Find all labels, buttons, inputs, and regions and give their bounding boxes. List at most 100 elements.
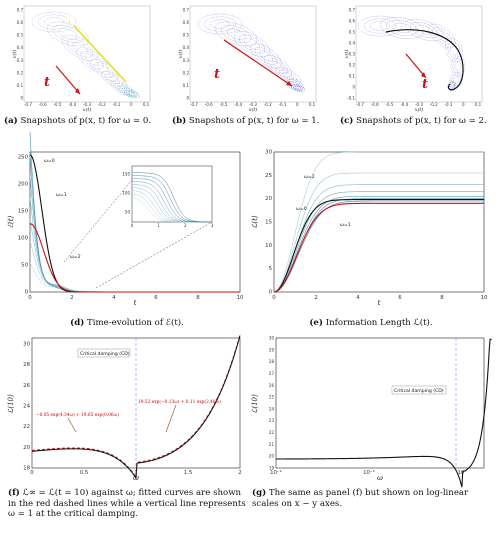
- a-contours-ring: [108, 75, 120, 85]
- panel-b-xlabel: x(t): [249, 106, 258, 113]
- panel-a-snapshots-omega-0: t -0.7 -0.6 -0.5 -0.4 -0.3 -0.2 -0.1 0 0.1 0 0.1 0…: [11, 4, 152, 113]
- a-yt-6: 0.6: [17, 20, 24, 25]
- panel-f-yticks: 18 20 22 24 26 28 30: [23, 342, 30, 472]
- caption-g: (g) The same as panel (f) but shown on l…: [252, 488, 490, 509]
- panel-d-inset-curve: [132, 172, 213, 223]
- g-yt-4: 23: [269, 418, 275, 423]
- d-xt-1: 2: [70, 295, 73, 301]
- c-xt-6: -0.1: [445, 102, 453, 107]
- panel-e-information-length: ω=2 ω=0 ω=1 0 2 4 6 8 10 0 5 10 15 20 25 30 t ℒ(t): [251, 146, 490, 308]
- e-yt-2: 10: [265, 243, 272, 249]
- g-yt-6: 25: [269, 395, 275, 400]
- a-contours-ring: [85, 54, 99, 66]
- caption-c-tag: (c): [340, 116, 354, 126]
- a-contours-ring: [90, 59, 118, 81]
- b-xt-5: -0.2: [264, 102, 272, 107]
- a-contours-ring: [124, 90, 140, 98]
- a-contours-ring: [31, 11, 77, 33]
- e-yt-0: 0: [269, 290, 273, 296]
- caption-e: (e) Information Length ℒ(t).: [252, 318, 490, 329]
- a-xt-6: -0.1: [113, 102, 121, 107]
- d-inset-xt-1: 1: [157, 223, 160, 228]
- panel-f-pointer-right: [165, 404, 177, 433]
- a-contours-ring: [76, 47, 108, 73]
- a-contours-ring: [104, 73, 124, 87]
- a-contours-ring: [58, 28, 78, 40]
- caption-e-text: Information Length ℒ(t).: [325, 318, 433, 328]
- panel-d-label-omega1: ω=1: [56, 192, 67, 198]
- panel-e-curve: [273, 151, 484, 293]
- b-contours-ring: [197, 13, 243, 35]
- panel-a-xlabel: x(t): [83, 106, 92, 113]
- panel-a-contours: [31, 11, 140, 98]
- b-yt-7: 0.7: [183, 8, 190, 13]
- panel-e-curves: [273, 151, 484, 293]
- g-yt-5: 24: [269, 406, 275, 411]
- panel-d-curves: [29, 131, 240, 293]
- panel-d-zoom-line-2: [95, 221, 213, 289]
- panel-c-arrow-head: [421, 72, 426, 78]
- b-xt-1: -0.6: [205, 102, 213, 107]
- b-contours-ring: [278, 69, 298, 83]
- panel-c-contours: [357, 15, 466, 92]
- a-contours-ring: [118, 86, 138, 98]
- panel-f-L10-vs-omega: Critical damping (CD) 19.52 exp(−0.13ω) …: [7, 334, 246, 484]
- b-xt-8: 0.1: [309, 102, 316, 107]
- panel-c-xticks: -0.7 -0.6 -0.5 -0.4 -0.3 -0.2 -0.1 0 0.1: [356, 102, 482, 107]
- d-inset-yt-2: 150: [122, 172, 130, 177]
- e-yt-3: 15: [265, 220, 272, 226]
- panel-e-label-omega1: ω=1: [340, 222, 351, 228]
- b-yt-4: 0.4: [183, 45, 190, 50]
- b-xt-4: -0.3: [249, 102, 257, 107]
- g-yt-2: 21: [269, 442, 275, 447]
- caption-g-tag: (g): [252, 488, 267, 498]
- caption-d: (d) Time-evolution of ℰ(t).: [8, 318, 246, 329]
- b-contours-ring: [264, 55, 292, 77]
- b-yt-6: 0.6: [183, 20, 190, 25]
- c-xt-0: -0.7: [356, 102, 364, 107]
- f-yt-2: 22: [23, 424, 30, 430]
- c-contours-ring: [450, 83, 454, 89]
- g-yt-8: 27: [269, 371, 275, 376]
- g-yt-11: 30: [269, 336, 275, 341]
- c-xt-2: -0.5: [386, 102, 394, 107]
- c-xt-3: -0.4: [400, 102, 408, 107]
- a-yt-5: 0.5: [17, 33, 24, 38]
- panel-g-ylabel: ℒ(10): [251, 394, 259, 414]
- panel-a-yticks: 0 0.1 0.2 0.3 0.4 0.5 0.6 0.7: [17, 8, 24, 101]
- a-yt-3: 0.3: [17, 58, 24, 63]
- c-yt-7: 0.6: [349, 19, 356, 24]
- g-xt-0: 10⁻²: [270, 469, 282, 476]
- panel-e-xlabel: t: [378, 299, 381, 307]
- panel-b-plot: t -0.7 -0.6 -0.5 -0.4 -0.3 -0.2 -0.1 0 0.1 00.10…: [177, 5, 317, 113]
- e-xt-0: 0: [272, 295, 276, 301]
- b-contours-ring: [292, 85, 304, 91]
- b-contours-ring: [243, 38, 261, 50]
- caption-g-text: The same as panel (f) but shown on log-l…: [252, 488, 469, 509]
- panel-c-frame: [355, 5, 483, 103]
- e-yt-6: 30: [265, 150, 272, 156]
- panel-g-xlabel: ω: [377, 474, 383, 482]
- panel-f-data-curve: [31, 335, 241, 480]
- b-contours-ring: [203, 16, 237, 32]
- a-yt-1: 0.1: [17, 83, 24, 88]
- d-yt-4: 200: [18, 182, 29, 188]
- f-yt-4: 26: [23, 383, 30, 389]
- d-yt-5: 250: [18, 155, 29, 161]
- panel-d-inset: 0 1 2 3 50 100 150: [63, 165, 214, 289]
- panel-a-frame: [23, 5, 151, 103]
- a-contours-ring: [71, 42, 89, 54]
- c-contours-ring: [428, 23, 456, 49]
- b-xt-6: -0.1: [279, 102, 287, 107]
- a-contours-ring: [101, 71, 127, 89]
- f-xt-1: 0.5: [80, 470, 89, 476]
- e-xt-1: 2: [314, 295, 317, 301]
- panel-c-ylabel: v(t): [343, 50, 350, 59]
- panel-d-label-omega2: ω=2: [70, 254, 81, 260]
- caption-a-tag: (a): [4, 116, 18, 126]
- g-yt-9: 28: [269, 359, 275, 364]
- d-inset-xt-3: 3: [211, 223, 214, 228]
- b-yt-0: 0: [186, 96, 189, 101]
- b-xt-0: -0.7: [190, 102, 198, 107]
- panel-e-curve: [273, 200, 484, 293]
